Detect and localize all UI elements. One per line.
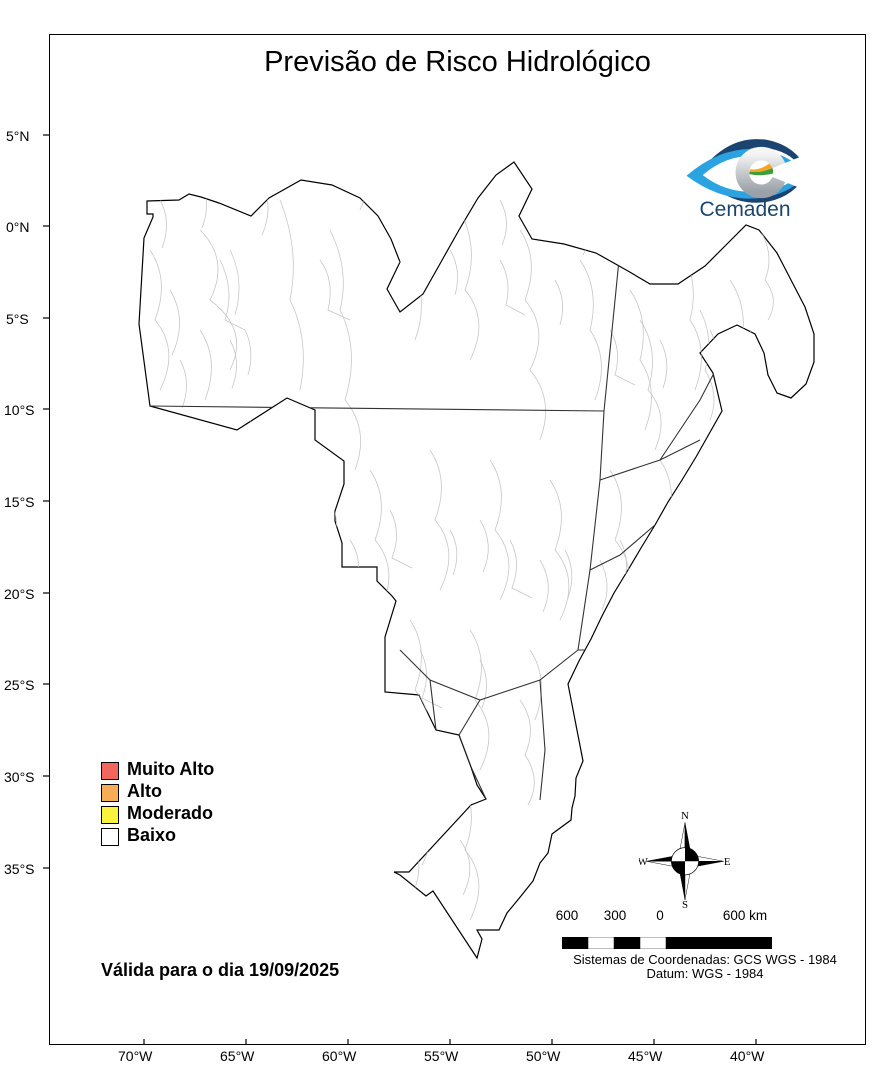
svg-text:S: S [682,899,688,909]
svg-text:E: E [724,856,731,868]
svg-text:W: W [639,856,649,868]
svg-text:N: N [681,810,689,822]
